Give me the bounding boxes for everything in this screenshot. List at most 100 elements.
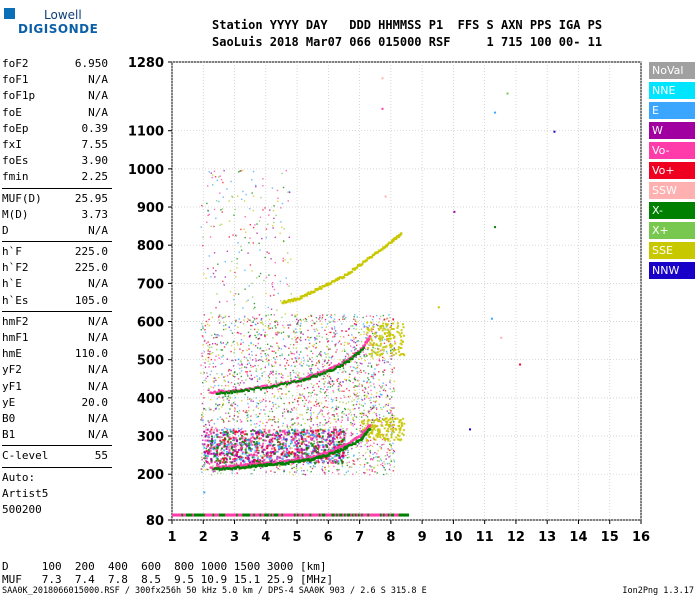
- noise-speck: [373, 383, 375, 385]
- noise-speck: [209, 350, 211, 353]
- param-name: h`F2: [2, 261, 29, 275]
- trace-point: [245, 388, 249, 391]
- noise-speck: [300, 351, 302, 353]
- e-band-point: [218, 513, 222, 517]
- noise-speck: [374, 347, 376, 350]
- trace-point: [307, 377, 310, 380]
- noise-speck: [232, 375, 235, 377]
- es-cluster-point: [220, 452, 223, 455]
- noise-speck: [313, 452, 315, 454]
- noise-speck: [328, 470, 330, 472]
- param-row: foF1 N/A: [2, 72, 112, 88]
- es-cluster-point: [257, 431, 260, 434]
- sse-point: [396, 433, 399, 436]
- es-cluster-point: [240, 441, 243, 444]
- es-cluster-point: [246, 454, 249, 457]
- noise-speck: [372, 458, 374, 460]
- noise-speck: [290, 419, 293, 421]
- noise-speck: [338, 318, 341, 321]
- noise-speck: [309, 428, 312, 430]
- noise-speck: [204, 366, 207, 368]
- noise-speck: [277, 388, 279, 391]
- sse-point: [400, 422, 403, 425]
- noise-speck: [207, 353, 209, 355]
- noise-speck: [331, 328, 333, 330]
- trace-point: [354, 351, 357, 355]
- es-cluster-point: [225, 445, 228, 448]
- es-cluster-point: [205, 459, 208, 462]
- noise-speck: [289, 446, 292, 448]
- sse-point: [400, 343, 403, 346]
- es-cluster-point: [274, 459, 277, 462]
- noise-speck: [273, 294, 275, 296]
- noise-speck: [219, 314, 221, 316]
- es-cluster-point: [210, 432, 213, 435]
- noise-speck: [204, 331, 207, 334]
- noise-speck: [221, 418, 223, 420]
- sse-point: [400, 335, 403, 338]
- param-value: N/A: [88, 411, 108, 425]
- noise-speck: [257, 415, 260, 418]
- es-cluster-point: [270, 438, 273, 441]
- noise-speck: [318, 405, 321, 407]
- noise-speck: [300, 469, 303, 472]
- noise-speck: [354, 319, 357, 321]
- es-cluster-point: [293, 434, 296, 437]
- noise-speck: [231, 470, 234, 472]
- noise-speck: [289, 411, 291, 413]
- noise-speck: [364, 458, 367, 460]
- e-band-point: [217, 513, 220, 517]
- noise-speck: [264, 366, 266, 369]
- noise-speck: [211, 351, 214, 354]
- noise-speck: [220, 178, 223, 181]
- e-band-point: [347, 513, 350, 517]
- es-cluster-point: [279, 429, 282, 432]
- noise-speck: [332, 380, 335, 383]
- trace-point: [231, 391, 234, 395]
- param-name: yF1: [2, 379, 22, 393]
- noise-speck: [284, 345, 287, 348]
- noise-speck: [386, 317, 388, 320]
- es-cluster-point: [313, 447, 316, 450]
- noise-speck: [295, 467, 298, 469]
- es-cluster-point: [229, 461, 232, 464]
- es-cluster-point: [248, 454, 251, 457]
- sse-point: [376, 417, 379, 420]
- e-band-point: [381, 513, 384, 517]
- noise-speck: [359, 355, 362, 358]
- noise-speck: [327, 341, 329, 343]
- noise-speck: [261, 322, 264, 324]
- noise-speck: [310, 427, 312, 429]
- noise-speck: [250, 420, 252, 422]
- noise-speck: [227, 420, 230, 423]
- noise-speck: [303, 437, 305, 440]
- sse-point: [386, 323, 389, 326]
- es-cluster-point: [248, 445, 251, 448]
- noise-speck: [226, 428, 229, 430]
- es-cluster-point: [299, 445, 302, 448]
- noise-speck: [376, 443, 379, 446]
- noise-speck: [288, 354, 290, 356]
- es-cluster-point: [334, 428, 337, 431]
- noise-speck: [355, 323, 357, 326]
- noise-speck: [256, 422, 258, 425]
- noise-speck: [273, 418, 275, 421]
- noise-speck: [364, 337, 367, 339]
- e-band-point: [215, 513, 219, 517]
- noise-speck: [297, 319, 300, 322]
- e-band-point: [189, 513, 192, 517]
- noise-speck: [366, 442, 368, 444]
- sse-point: [388, 418, 391, 421]
- param-row: hmE 110.0: [2, 346, 112, 362]
- noise-speck: [240, 333, 242, 335]
- footer-version: Ion2Png 1.3.17: [622, 586, 694, 596]
- noise-speck: [285, 368, 287, 370]
- noise-speck: [207, 214, 209, 217]
- noise-speck: [258, 424, 261, 427]
- noise-speck: [224, 261, 226, 263]
- es-cluster-point: [251, 456, 254, 459]
- sse-point: [366, 327, 369, 330]
- noise-speck: [384, 469, 387, 471]
- noise-speck: [325, 353, 327, 356]
- noise-speck: [295, 361, 298, 363]
